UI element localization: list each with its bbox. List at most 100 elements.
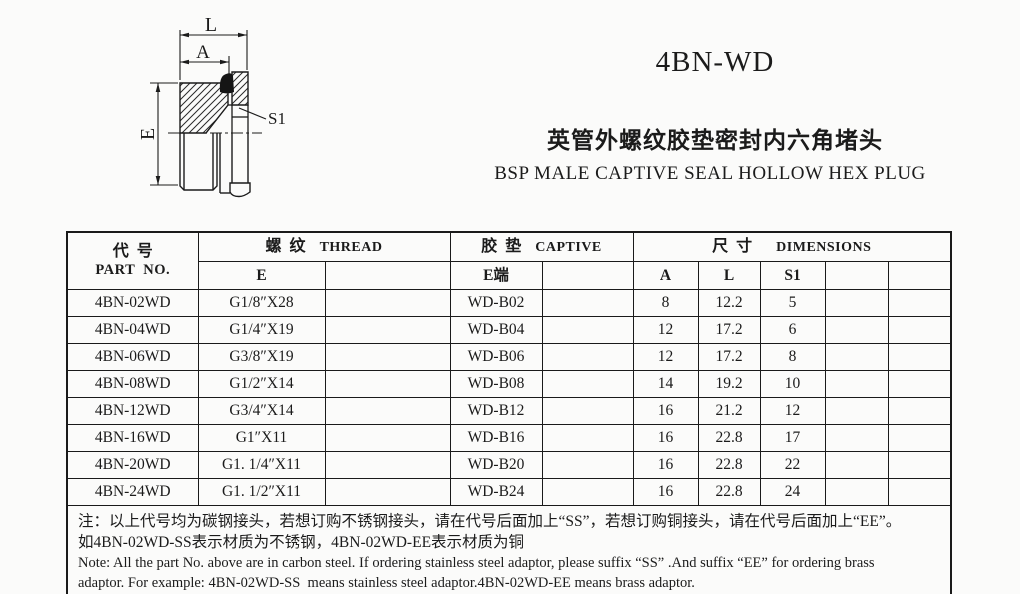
cell-s1: 17 [759, 424, 826, 452]
english-title: BSP MALE CAPTIVE SEAL HOLLOW HEX PLUG [494, 163, 926, 184]
empty-cell [887, 397, 952, 425]
subheader-blank [887, 261, 952, 290]
cell-thread-e: G1. 1/2″X11 [197, 478, 326, 506]
cell-captive-e: WD-B04 [449, 316, 543, 344]
dim-label-l: L [205, 14, 217, 36]
cell-thread-e: G1″X11 [197, 424, 326, 452]
cell-part-no: 4BN-02WD [66, 289, 199, 317]
dimensions-table: 代 号 PART NO. 螺 纹 THREAD 胶 垫 CAPTIVE 尺 寸 DIM… [66, 231, 953, 594]
subheader-blank [541, 261, 634, 290]
cell-l: 17.2 [697, 343, 761, 371]
dimensions-en-label: DIMENSIONS [776, 240, 872, 255]
cell-a: 8 [632, 289, 699, 317]
dim-label-e: E [137, 128, 159, 140]
cell-a: 12 [632, 316, 699, 344]
cell-s1: 22 [759, 451, 826, 479]
cell-l: 22.8 [697, 451, 761, 479]
cell-part-no: 4BN-06WD [66, 343, 199, 371]
table-row: 4BN-16WD G1″X11 WD-B16 16 22.8 17 [66, 424, 952, 452]
empty-cell [324, 397, 451, 425]
thread-en-label: THREAD [319, 240, 383, 255]
cell-a: 16 [632, 424, 699, 452]
cell-part-no: 4BN-08WD [66, 370, 199, 398]
arrow [180, 59, 189, 65]
arrow [220, 59, 229, 65]
cell-l: 22.8 [697, 424, 761, 452]
part-lower-outline [179, 133, 251, 198]
empty-cell [887, 424, 952, 452]
cell-captive-e: WD-B12 [449, 397, 543, 425]
header-row-1: 代 号 PART NO. 螺 纹 THREAD 胶 垫 CAPTIVE 尺 寸 DIM… [66, 231, 952, 290]
cell-part-no: 4BN-20WD [66, 451, 199, 479]
empty-cell [324, 478, 451, 506]
cell-a: 16 [632, 451, 699, 479]
notes-cell: 注：以上代号均为碳钢接头，若想订购不锈钢接头，请在代号后面加上“SS”，若想订购… [66, 505, 952, 594]
dimension-e [150, 82, 178, 186]
empty-cell [824, 343, 889, 371]
empty-cell [541, 316, 634, 344]
empty-cell [887, 343, 952, 371]
empty-cell [824, 397, 889, 425]
table-row: 4BN-02WD G1/8″X28 WD-B02 8 12.2 5 [66, 289, 952, 317]
cell-part-no: 4BN-16WD [66, 424, 199, 452]
empty-cell [541, 289, 634, 317]
col-header-part-no: 代 号 PART NO. [66, 231, 199, 290]
cell-thread-e: G1/2″X14 [197, 370, 326, 398]
subheader-captive-e: E端 [449, 261, 543, 290]
table-row: 4BN-20WD G1. 1/4″X11 WD-B20 16 22.8 22 [66, 451, 952, 479]
cell-captive-e: WD-B16 [449, 424, 543, 452]
cell-a: 12 [632, 343, 699, 371]
dimensions-cn-label: 尺 寸 [712, 238, 753, 255]
cell-thread-e: G3/4″X14 [197, 397, 326, 425]
model-title: 4BN-WD [655, 46, 775, 78]
empty-cell [541, 370, 634, 398]
cell-s1: 12 [759, 397, 826, 425]
note-cn-line1: 注：以上代号均为碳钢接头，若想订购不锈钢接头，请在代号后面加上“SS”，若想订购… [78, 513, 902, 530]
empty-cell [541, 478, 634, 506]
note-cn-line2: 如4BN-02WD-SS表示材质为不锈钢，4BN-02WD-EE表示材质为铜 [78, 534, 525, 551]
thread-cn-label: 螺 纹 [265, 238, 306, 255]
table-row: 4BN-24WD G1. 1/2″X11 WD-B24 16 22.8 24 [66, 478, 952, 506]
table-row: 4BN-12WD G3/4″X14 WD-B12 16 21.2 12 [66, 397, 952, 425]
captive-en-label: CAPTIVE [535, 240, 602, 255]
cell-l: 12.2 [697, 289, 761, 317]
cell-s1: 8 [759, 343, 826, 371]
col-header-thread: 螺 纹 THREAD [197, 231, 451, 262]
empty-cell [887, 316, 952, 344]
dimension-l [179, 30, 248, 80]
cell-captive-e: WD-B08 [449, 370, 543, 398]
cell-part-no: 4BN-12WD [66, 397, 199, 425]
part-drawing: L A E [137, 14, 286, 198]
cell-l: 21.2 [697, 397, 761, 425]
arrow [155, 83, 161, 92]
empty-cell [887, 370, 952, 398]
empty-cell [324, 370, 451, 398]
part-no-cn-label: 代 号 [112, 243, 153, 261]
arrow [180, 32, 189, 38]
empty-cell [887, 478, 952, 506]
captive-cn-label: 胶 垫 [481, 238, 522, 255]
empty-cell [324, 451, 451, 479]
notes-row: 注：以上代号均为碳钢接头，若想订购不锈钢接头，请在代号后面加上“SS”，若想订购… [66, 505, 952, 594]
dim-label-s1: S1 [268, 109, 286, 128]
chinese-title: 英管外螺纹胶垫密封内六角堵头 [547, 128, 883, 153]
cell-l: 19.2 [697, 370, 761, 398]
empty-cell [824, 289, 889, 317]
cell-captive-e: WD-B02 [449, 289, 543, 317]
subheader-thread-e: E [197, 261, 326, 290]
col-header-dimensions: 尺 寸 DIMENSIONS [632, 231, 952, 262]
cell-a: 16 [632, 397, 699, 425]
table-row: 4BN-04WD G1/4″X19 WD-B04 12 17.2 6 [66, 316, 952, 344]
cell-thread-e: G1. 1/4″X11 [197, 451, 326, 479]
cell-a: 14 [632, 370, 699, 398]
empty-cell [824, 424, 889, 452]
note-en-line2: adaptor. For example: 4BN-02WD-SS means … [78, 575, 695, 591]
table-row: 4BN-06WD G3/8″X19 WD-B06 12 17.2 8 [66, 343, 952, 371]
cell-thread-e: G3/8″X19 [197, 343, 326, 371]
cell-thread-e: G1/4″X19 [197, 316, 326, 344]
empty-cell [541, 424, 634, 452]
empty-cell [824, 478, 889, 506]
subheader-a: A [632, 261, 699, 290]
arrow [238, 32, 247, 38]
